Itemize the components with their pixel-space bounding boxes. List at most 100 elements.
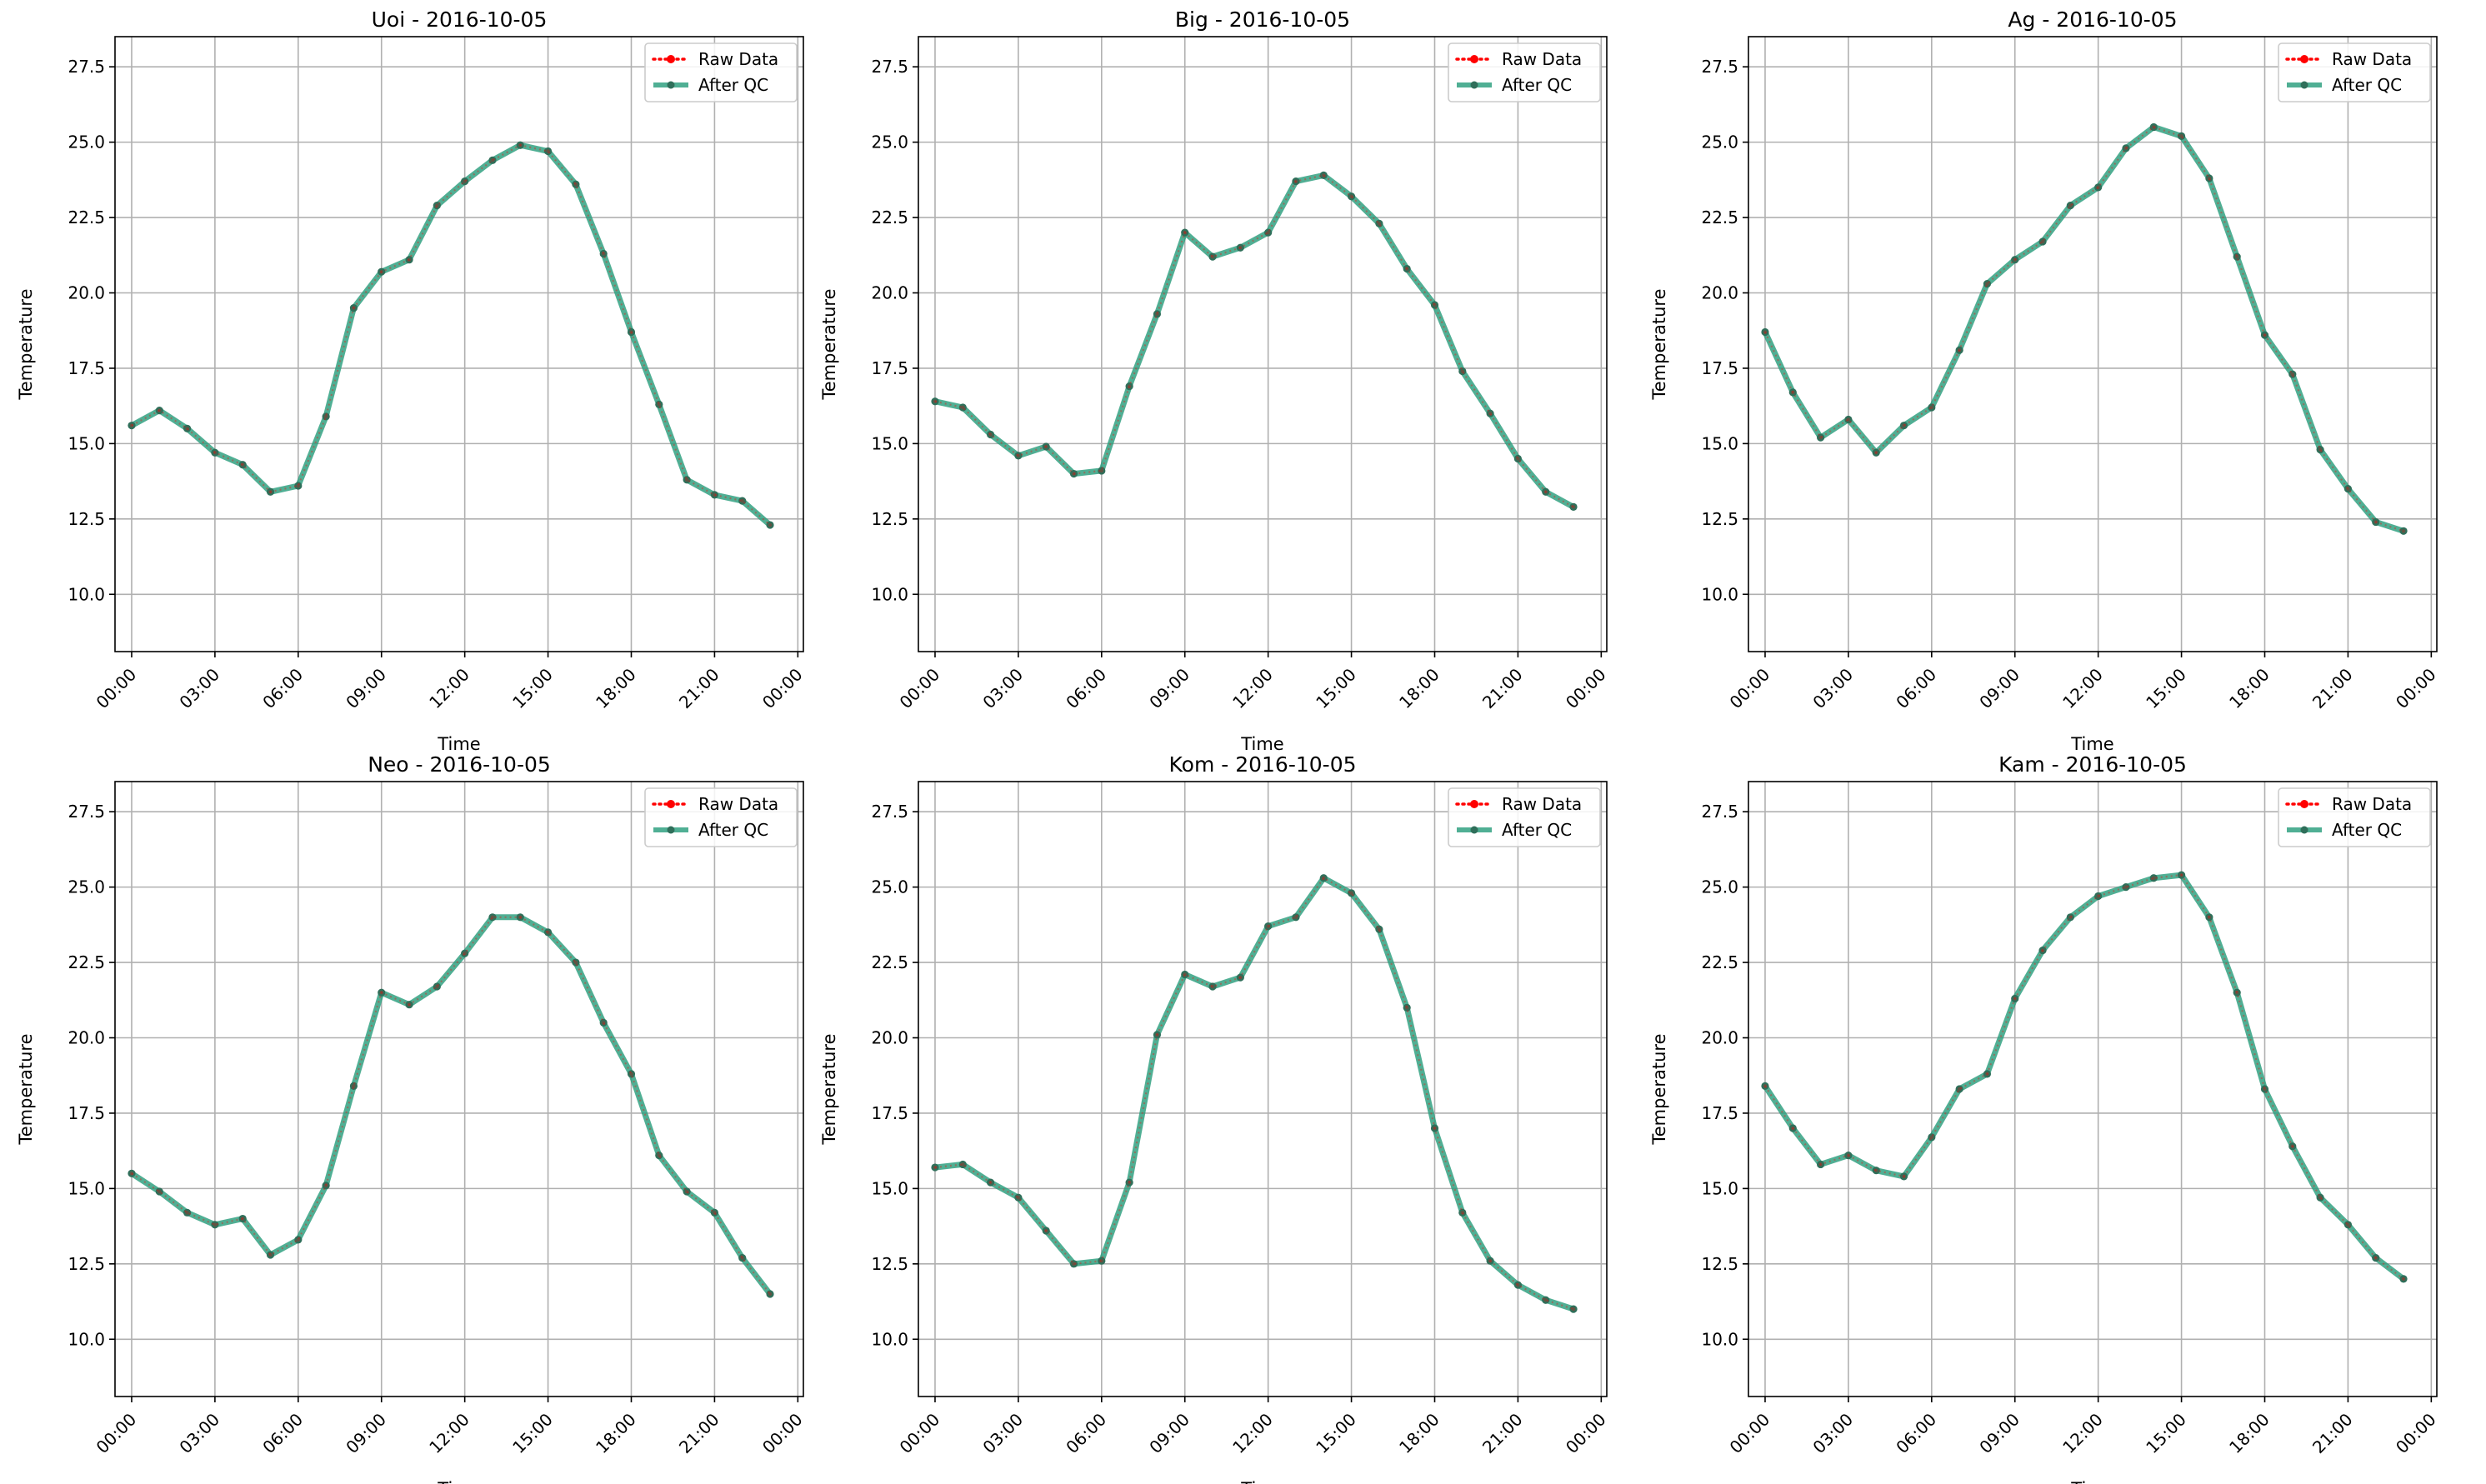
data-point-raw-data: [2290, 372, 2295, 377]
x-tick-label: 06:00: [1892, 1409, 1940, 1457]
data-point-raw-data: [2013, 257, 2017, 262]
y-tick-label: 22.5: [1701, 207, 1738, 227]
data-point-raw-data: [657, 1153, 662, 1157]
legend: Raw Data After QC: [1448, 42, 1601, 102]
data-point-raw-data: [2234, 254, 2239, 259]
x-tick-label: 18:00: [2225, 664, 2273, 712]
data-point-raw-data: [2290, 1144, 2295, 1148]
data-point-raw-data: [1571, 505, 1576, 509]
legend-marker-raw-data: [2300, 800, 2308, 808]
data-point-after-qc: [1319, 171, 1328, 180]
data-point-raw-data: [1929, 405, 1934, 410]
data-point-raw-data: [1433, 302, 1437, 307]
data-point-raw-data: [490, 158, 495, 162]
y-tick-label: 27.5: [1701, 802, 1738, 822]
data-point-after-qc: [710, 1208, 719, 1217]
y-tick-label: 22.5: [68, 952, 105, 972]
data-point-after-qc: [1788, 388, 1797, 397]
data-point-raw-data: [2040, 239, 2045, 244]
data-point-after-qc: [1264, 922, 1273, 931]
data-point-raw-data: [2318, 447, 2323, 452]
data-point-after-qc: [183, 1208, 192, 1217]
data-point-raw-data: [2013, 997, 2017, 1001]
data-point-after-qc: [211, 1221, 219, 1229]
x-tick-label: 18:00: [592, 664, 640, 712]
data-point-raw-data: [2040, 948, 2045, 952]
data-point-after-qc: [1430, 301, 1439, 309]
legend-label-raw-data: Raw Data: [2332, 794, 2412, 814]
data-point-raw-data: [1238, 246, 1243, 250]
data-point-after-qc: [1181, 228, 1189, 237]
data-point-raw-data: [1902, 423, 1906, 427]
y-tick-label: 12.5: [68, 1254, 105, 1274]
legend-label-after-qc: After QC: [698, 820, 768, 840]
data-point-raw-data: [296, 483, 301, 488]
x-tick-label: 00:00: [758, 1409, 807, 1457]
data-point-after-qc: [1403, 264, 1411, 273]
y-tick-label: 15.0: [1701, 1178, 1738, 1198]
data-point-after-qc: [1899, 1172, 1908, 1181]
data-point-raw-data: [1044, 444, 1048, 449]
legend: Raw Data After QC: [2278, 787, 2431, 847]
y-tick-label: 15.0: [871, 1178, 908, 1198]
y-tick-label: 20.0: [871, 1028, 908, 1048]
x-tick-label: 09:00: [1145, 1409, 1193, 1457]
data-point-after-qc: [543, 147, 553, 156]
data-point-raw-data: [573, 182, 578, 187]
data-point-raw-data: [1266, 230, 1270, 235]
data-point-raw-data: [713, 1211, 717, 1215]
data-point-after-qc: [2233, 988, 2241, 997]
data-point-after-qc: [738, 1253, 747, 1262]
y-tick-label: 17.5: [68, 1103, 105, 1123]
x-tick-label: 09:00: [1145, 664, 1193, 712]
y-tick-label: 27.5: [68, 57, 105, 77]
y-tick-label: 20.0: [1701, 1028, 1738, 1048]
data-point-raw-data: [2152, 125, 2156, 129]
x-tick-label: 12:00: [425, 1409, 473, 1457]
data-point-raw-data: [2152, 876, 2156, 880]
x-tick-label: 15:00: [508, 1409, 557, 1457]
data-point-after-qc: [238, 1214, 247, 1223]
data-point-raw-data: [1266, 924, 1270, 928]
x-tick-label: 03:00: [1808, 664, 1857, 712]
data-point-after-qc: [516, 141, 524, 149]
data-point-raw-data: [1433, 1126, 1437, 1131]
data-point-after-qc: [2066, 201, 2074, 210]
data-point-raw-data: [435, 203, 439, 207]
x-tick-label: 12:00: [425, 664, 473, 712]
data-point-raw-data: [296, 1237, 301, 1242]
data-point-after-qc: [1347, 192, 1356, 201]
series-line-after-qc: [932, 172, 1577, 510]
x-axis-label: Time: [2070, 734, 2113, 754]
data-point-after-qc: [1928, 403, 1936, 412]
data-point-raw-data: [1293, 179, 1298, 183]
data-point-raw-data: [379, 269, 383, 274]
data-point-raw-data: [2096, 894, 2100, 898]
data-point-after-qc: [2288, 1142, 2297, 1151]
data-point-raw-data: [1543, 1298, 1548, 1302]
data-point-after-qc: [488, 156, 497, 164]
legend-marker-after-qc: [1470, 81, 1478, 89]
data-point-raw-data: [713, 492, 717, 497]
y-tick-label: 10.0: [1701, 1329, 1738, 1349]
data-point-raw-data: [1404, 1006, 1409, 1010]
data-point-raw-data: [1791, 390, 1795, 395]
legend-label-raw-data: Raw Data: [1502, 49, 1582, 69]
data-point-after-qc: [1098, 1257, 1106, 1265]
data-point-after-qc: [1125, 382, 1133, 391]
y-tick-label: 20.0: [68, 1028, 105, 1048]
y-tick-label: 15.0: [68, 433, 105, 453]
legend-label-after-qc: After QC: [2332, 820, 2402, 840]
legend-label-raw-data: Raw Data: [1502, 794, 1582, 814]
subplot-5: 00:00 03:00 06:00 09:00 12:00 15:00 18:00 21:00…: [819, 752, 1610, 1484]
data-point-raw-data: [1044, 1228, 1048, 1233]
y-axis-label: Temperature: [1649, 288, 1669, 400]
data-point-raw-data: [1127, 384, 1132, 388]
data-point-after-qc: [958, 403, 967, 412]
x-tick-label: 21:00: [2308, 664, 2357, 712]
x-tick-label: 06:00: [1062, 664, 1110, 712]
data-point-raw-data: [2263, 1087, 2267, 1092]
data-point-after-qc: [266, 1251, 275, 1259]
data-point-raw-data: [1072, 1262, 1076, 1267]
data-point-raw-data: [518, 143, 523, 147]
